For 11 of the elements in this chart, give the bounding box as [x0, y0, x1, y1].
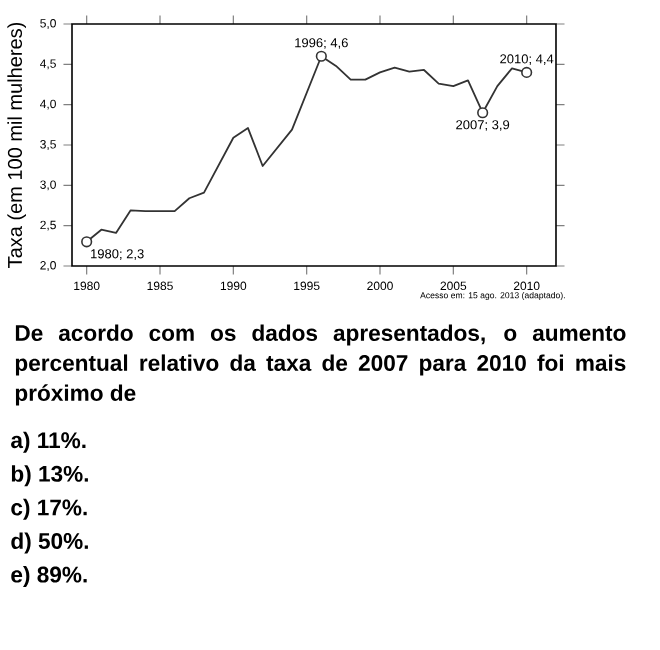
y-axis-title: Taxa (em 100 mil mulheres)	[7, 22, 26, 268]
point	[315, 50, 327, 62]
text: De acordo com os dados apresentados, o aumento percentual relativo da taxa de 2007 para 2010 foi mais próximo de	[15, 324, 626, 406]
text: d) 50%.	[11, 532, 88, 554]
text: e) 89%.	[11, 566, 87, 588]
point	[477, 107, 489, 119]
text: c) 17%.	[11, 498, 87, 520]
point	[521, 66, 533, 78]
text: b) 13%.	[11, 465, 88, 487]
point	[81, 236, 93, 248]
text: a) 11%.	[11, 431, 86, 453]
